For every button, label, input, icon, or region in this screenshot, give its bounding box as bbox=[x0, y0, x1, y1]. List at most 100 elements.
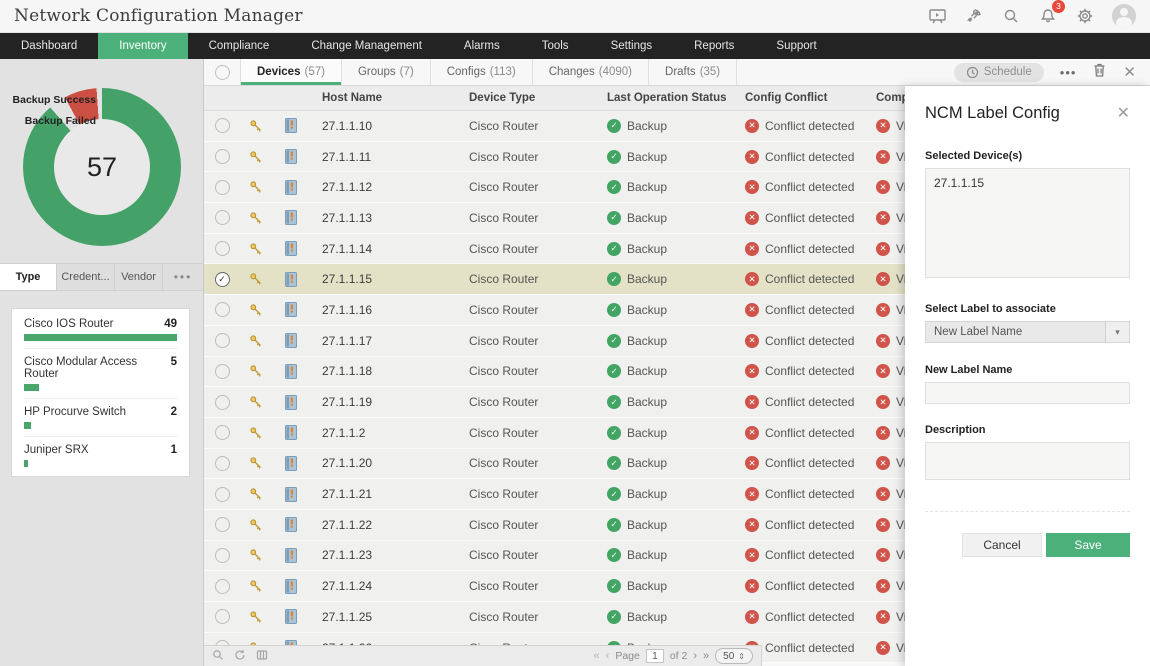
inventory-tab[interactable]: Groups (7) bbox=[342, 59, 431, 85]
host-name[interactable]: 27.1.1.18 bbox=[322, 364, 373, 379]
last-page-icon[interactable]: » bbox=[703, 650, 710, 662]
sidebar-tab[interactable]: Credent... bbox=[57, 264, 115, 290]
device-type: Cisco Router bbox=[469, 210, 539, 225]
column-settings-icon[interactable] bbox=[256, 649, 268, 664]
row-checkbox[interactable] bbox=[214, 241, 230, 257]
row-checkbox[interactable] bbox=[214, 118, 230, 134]
status-text: Backup bbox=[627, 517, 668, 532]
nav-item[interactable]: Tools bbox=[521, 33, 590, 59]
inventory-tab[interactable]: Drafts (35) bbox=[649, 59, 738, 85]
label-dropdown[interactable]: New Label Name ▾ bbox=[925, 321, 1130, 343]
sidebar-tabs-overflow-icon[interactable]: ••• bbox=[163, 264, 203, 290]
panel-close-icon[interactable]: ✕ bbox=[1116, 105, 1130, 122]
notifications-bell-icon[interactable]: 3 bbox=[1038, 0, 1065, 26]
table-search-icon[interactable] bbox=[212, 649, 224, 664]
getting-started-rocket-icon[interactable] bbox=[964, 6, 984, 26]
host-name[interactable]: 27.1.1.12 bbox=[322, 180, 373, 195]
rows-per-page-select[interactable]: 50 ⇕ bbox=[715, 648, 753, 664]
host-name[interactable]: 27.1.1.23 bbox=[322, 548, 373, 563]
credential-key-icon bbox=[240, 426, 272, 440]
search-icon[interactable] bbox=[1001, 6, 1021, 26]
host-name[interactable]: 27.1.1.21 bbox=[322, 487, 373, 502]
nav-item[interactable]: Reports bbox=[673, 33, 755, 59]
user-avatar[interactable] bbox=[1112, 4, 1136, 28]
host-name[interactable]: 27.1.1.15 bbox=[322, 272, 373, 287]
inventory-tab[interactable]: Configs (113) bbox=[431, 59, 533, 85]
host-name[interactable]: 27.1.1.16 bbox=[322, 302, 373, 317]
col-host-name[interactable]: Host Name bbox=[322, 92, 383, 104]
nav-item[interactable]: Alarms bbox=[443, 33, 521, 59]
col-last-operation-status[interactable]: Last Operation Status bbox=[607, 92, 727, 104]
description-textarea[interactable] bbox=[925, 442, 1130, 480]
nav-item[interactable]: Settings bbox=[590, 33, 674, 59]
host-name[interactable]: 27.1.1.19 bbox=[322, 395, 373, 410]
conflict-error-icon: ✕ bbox=[745, 364, 759, 379]
nav-item[interactable]: Change Management bbox=[290, 33, 443, 59]
training-video-icon[interactable] bbox=[927, 6, 947, 26]
host-name[interactable]: 27.1.1.14 bbox=[322, 241, 373, 256]
nav-item[interactable]: Support bbox=[755, 33, 837, 59]
page-number-input[interactable]: 1 bbox=[645, 649, 664, 663]
device-type-row[interactable]: Cisco Modular Access Router 5 bbox=[24, 348, 177, 391]
row-checkbox[interactable] bbox=[214, 210, 230, 226]
row-checkbox[interactable]: ✓ bbox=[214, 271, 230, 287]
delete-trash-icon[interactable] bbox=[1092, 62, 1107, 83]
row-checkbox[interactable] bbox=[214, 578, 230, 594]
prev-page-icon[interactable]: ‹ bbox=[605, 650, 610, 662]
nav-item[interactable]: Inventory bbox=[98, 33, 188, 59]
table-row[interactable]: 27.1.1.2 Cisco Router ✓ Backup ✕ Conflic… bbox=[204, 417, 1150, 449]
conflict-error-icon: ✕ bbox=[745, 487, 759, 502]
cancel-button[interactable]: Cancel bbox=[962, 533, 1042, 557]
refresh-icon[interactable] bbox=[234, 649, 246, 664]
status-success-icon: ✓ bbox=[607, 364, 621, 379]
host-name[interactable]: 27.1.1.2 bbox=[322, 425, 366, 440]
col-config-conflict[interactable]: Config Conflict bbox=[745, 92, 828, 104]
credential-key-icon bbox=[240, 487, 272, 501]
sidebar-tab[interactable]: Vendor bbox=[115, 264, 163, 290]
sidebar-tabs: Type Credent... Vendor ••• bbox=[0, 263, 203, 291]
row-checkbox[interactable] bbox=[214, 302, 230, 318]
sidebar-tab[interactable]: Type bbox=[0, 264, 57, 290]
inventory-tab[interactable]: Devices (57) bbox=[240, 59, 342, 85]
nav-item[interactable]: Dashboard bbox=[0, 33, 98, 59]
inventory-toolbar: Devices (57) Groups (7) Configs (113) Ch… bbox=[204, 59, 1150, 86]
host-name[interactable]: 27.1.1.13 bbox=[322, 210, 373, 225]
selected-devices-textarea[interactable]: 27.1.1.15 bbox=[925, 168, 1130, 278]
host-name[interactable]: 27.1.1.20 bbox=[322, 456, 373, 471]
host-name[interactable]: 27.1.1.17 bbox=[322, 333, 373, 348]
backup-status-donut-chart[interactable]: 57 bbox=[23, 88, 181, 246]
first-page-icon[interactable]: « bbox=[593, 650, 600, 662]
device-type-row[interactable]: Juniper SRX 1 bbox=[24, 436, 177, 467]
next-page-icon[interactable]: › bbox=[693, 650, 698, 662]
row-checkbox[interactable] bbox=[214, 394, 230, 410]
new-label-name-input[interactable] bbox=[925, 382, 1130, 404]
host-name[interactable]: 27.1.1.11 bbox=[322, 149, 372, 164]
host-name[interactable]: 27.1.1.10 bbox=[322, 118, 373, 133]
row-checkbox[interactable] bbox=[214, 363, 230, 379]
save-button[interactable]: Save bbox=[1046, 533, 1130, 557]
settings-gear-icon[interactable] bbox=[1075, 6, 1095, 26]
row-checkbox[interactable] bbox=[214, 486, 230, 502]
schedule-button[interactable]: Schedule bbox=[953, 62, 1044, 82]
device-type-row[interactable]: Cisco IOS Router 49 bbox=[24, 311, 177, 341]
row-checkbox[interactable] bbox=[214, 149, 230, 165]
host-name[interactable]: 27.1.1.24 bbox=[322, 579, 373, 594]
more-actions-icon[interactable]: ••• bbox=[1059, 64, 1077, 80]
row-checkbox[interactable] bbox=[214, 333, 230, 349]
device-type: Cisco Router bbox=[469, 333, 539, 348]
row-checkbox[interactable] bbox=[214, 179, 230, 195]
select-all-radio[interactable] bbox=[204, 59, 240, 85]
col-device-type[interactable]: Device Type bbox=[469, 92, 536, 104]
row-checkbox[interactable] bbox=[214, 517, 230, 533]
host-name[interactable]: 27.1.1.25 bbox=[322, 609, 373, 624]
row-checkbox[interactable] bbox=[214, 455, 230, 471]
row-checkbox[interactable] bbox=[214, 547, 230, 563]
host-name[interactable]: 27.1.1.22 bbox=[322, 517, 373, 532]
inventory-tab[interactable]: Changes (4090) bbox=[533, 59, 650, 85]
nav-item[interactable]: Compliance bbox=[188, 33, 291, 59]
device-type-row[interactable]: HP Procurve Switch 2 bbox=[24, 398, 177, 429]
status-text: Backup bbox=[627, 425, 668, 440]
row-checkbox[interactable] bbox=[214, 425, 230, 441]
row-checkbox[interactable] bbox=[214, 609, 230, 625]
close-view-icon[interactable]: ✕ bbox=[1123, 64, 1136, 81]
